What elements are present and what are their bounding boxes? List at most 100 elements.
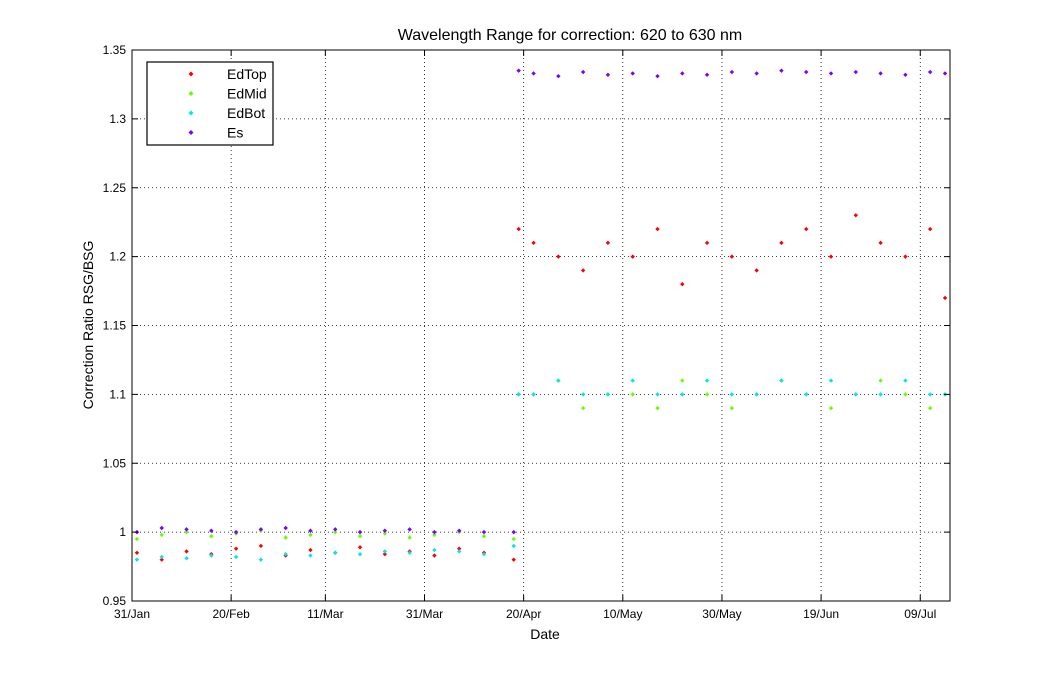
data-point-EdTop [516, 226, 521, 232]
data-point-EdMid [209, 534, 214, 539]
data-point-Es [580, 69, 586, 75]
ticks: 0.95 1 1.05 1.1 1.15 1.2 1.25 1.3 1.35 31/Jan 20/F… [103, 43, 950, 621]
legend-label: EdTop [227, 66, 267, 82]
legend-label: EdMid [227, 86, 267, 102]
data-point-Es [258, 527, 264, 532]
data-point-EdBot [779, 378, 784, 383]
data-point-Es [531, 71, 536, 76]
data-point-EdBot [878, 392, 883, 397]
data-point-Es [382, 528, 388, 533]
data-point-EdBot [184, 556, 189, 561]
data-point-EdBot [357, 551, 363, 557]
data-point-Es [878, 71, 883, 76]
data-point-Es [853, 69, 859, 75]
y-tick-label: 0.95 [103, 594, 127, 608]
data-point-EdBot [754, 392, 759, 397]
data-point-EdBot [704, 378, 710, 383]
data-point-Es [804, 69, 809, 75]
data-point-EdTop [804, 226, 809, 232]
legend: EdTop EdMid EdBot Es [146, 61, 274, 146]
data-point-EdTop [511, 557, 516, 562]
x-tick-label: 09/Jul [904, 607, 936, 621]
data-point-EdBot [853, 392, 859, 397]
chart-title: Wavelength Range for correction: 620 to … [398, 27, 743, 44]
x-axis-label: Date [530, 626, 560, 642]
data-point-EdTop [432, 553, 437, 558]
data-point-EdBot [308, 553, 313, 558]
data-point-EdTop [605, 240, 611, 246]
data-point-EdMid [333, 529, 338, 535]
data-point-EdBot [481, 551, 487, 557]
legend-marker [188, 110, 194, 116]
data-point-EdBot [828, 378, 834, 383]
series-EdBot [134, 378, 948, 562]
y-tick-label: 1.25 [103, 181, 127, 195]
data-point-EdTop [233, 546, 239, 551]
y-tick-label: 1 [119, 525, 126, 539]
data-point-EdMid [903, 392, 908, 397]
data-point-EdTop [580, 268, 586, 273]
data-point-Es [233, 529, 239, 535]
data-point-EdTop [134, 550, 140, 555]
x-tick-label: 20/Feb [212, 607, 250, 621]
x-tick-label: 30/May [702, 607, 741, 621]
data-point-EdBot [382, 549, 388, 554]
data-point-EdBot [680, 392, 685, 397]
data-point-Es [432, 529, 437, 535]
data-point-EdTop [630, 254, 635, 259]
data-point-EdMid [308, 532, 313, 538]
data-point-EdBot [804, 392, 809, 397]
data-point-EdMid [432, 532, 437, 538]
data-point-EdTop [159, 557, 164, 562]
data-point-Es [729, 69, 735, 75]
data-point-EdMid [184, 529, 189, 535]
data-point-Es [556, 73, 561, 79]
data-point-EdMid [382, 531, 388, 536]
data-point-EdBot [209, 553, 214, 558]
data-point-EdBot [333, 550, 338, 555]
data-point-EdMid [357, 534, 363, 539]
data-point-Es [680, 71, 685, 76]
y-tick-label: 1.05 [103, 456, 127, 470]
data-point-EdMid [159, 532, 164, 538]
data-point-EdMid [729, 405, 735, 411]
data-point-Es [209, 528, 214, 533]
data-point-EdTop [531, 240, 536, 246]
data-point-EdMid [580, 405, 586, 411]
data-point-EdBot [511, 543, 516, 549]
data-point-EdTop [655, 226, 660, 232]
data-point-EdBot [556, 378, 561, 383]
data-point-Es [184, 527, 189, 532]
data-point-EdMid [283, 535, 288, 540]
data-point-EdTop [729, 254, 735, 259]
y-tick-label: 1.1 [109, 387, 126, 401]
data-point-EdBot [729, 392, 735, 397]
series-Es [134, 68, 948, 535]
data-point-EdBot [159, 554, 164, 560]
data-point-Es [333, 527, 338, 532]
data-point-EdBot [903, 378, 908, 383]
data-point-EdBot [134, 557, 140, 562]
data-point-EdMid [927, 405, 933, 411]
y-tick-label: 1.15 [103, 319, 127, 333]
data-point-EdTop [853, 213, 859, 218]
y-tick-label: 1.2 [109, 250, 126, 264]
data-point-EdBot [580, 392, 586, 397]
data-point-EdBot [605, 392, 611, 397]
data-point-EdBot [531, 392, 536, 397]
legend-box [146, 61, 274, 146]
data-point-EdTop [828, 254, 834, 259]
data-point-EdTop [184, 549, 189, 554]
data-point-EdBot [432, 547, 437, 553]
data-point-Es [159, 525, 164, 531]
data-point-EdBot [516, 392, 521, 397]
data-point-Es [407, 527, 412, 532]
data-point-EdBot [283, 551, 288, 557]
data-point-EdBot [258, 557, 264, 562]
data-point-Es [655, 73, 660, 79]
data-point-EdMid [704, 392, 710, 397]
data-point-Es [511, 529, 516, 535]
data-point-Es [605, 72, 611, 77]
data-point-Es [942, 71, 948, 76]
